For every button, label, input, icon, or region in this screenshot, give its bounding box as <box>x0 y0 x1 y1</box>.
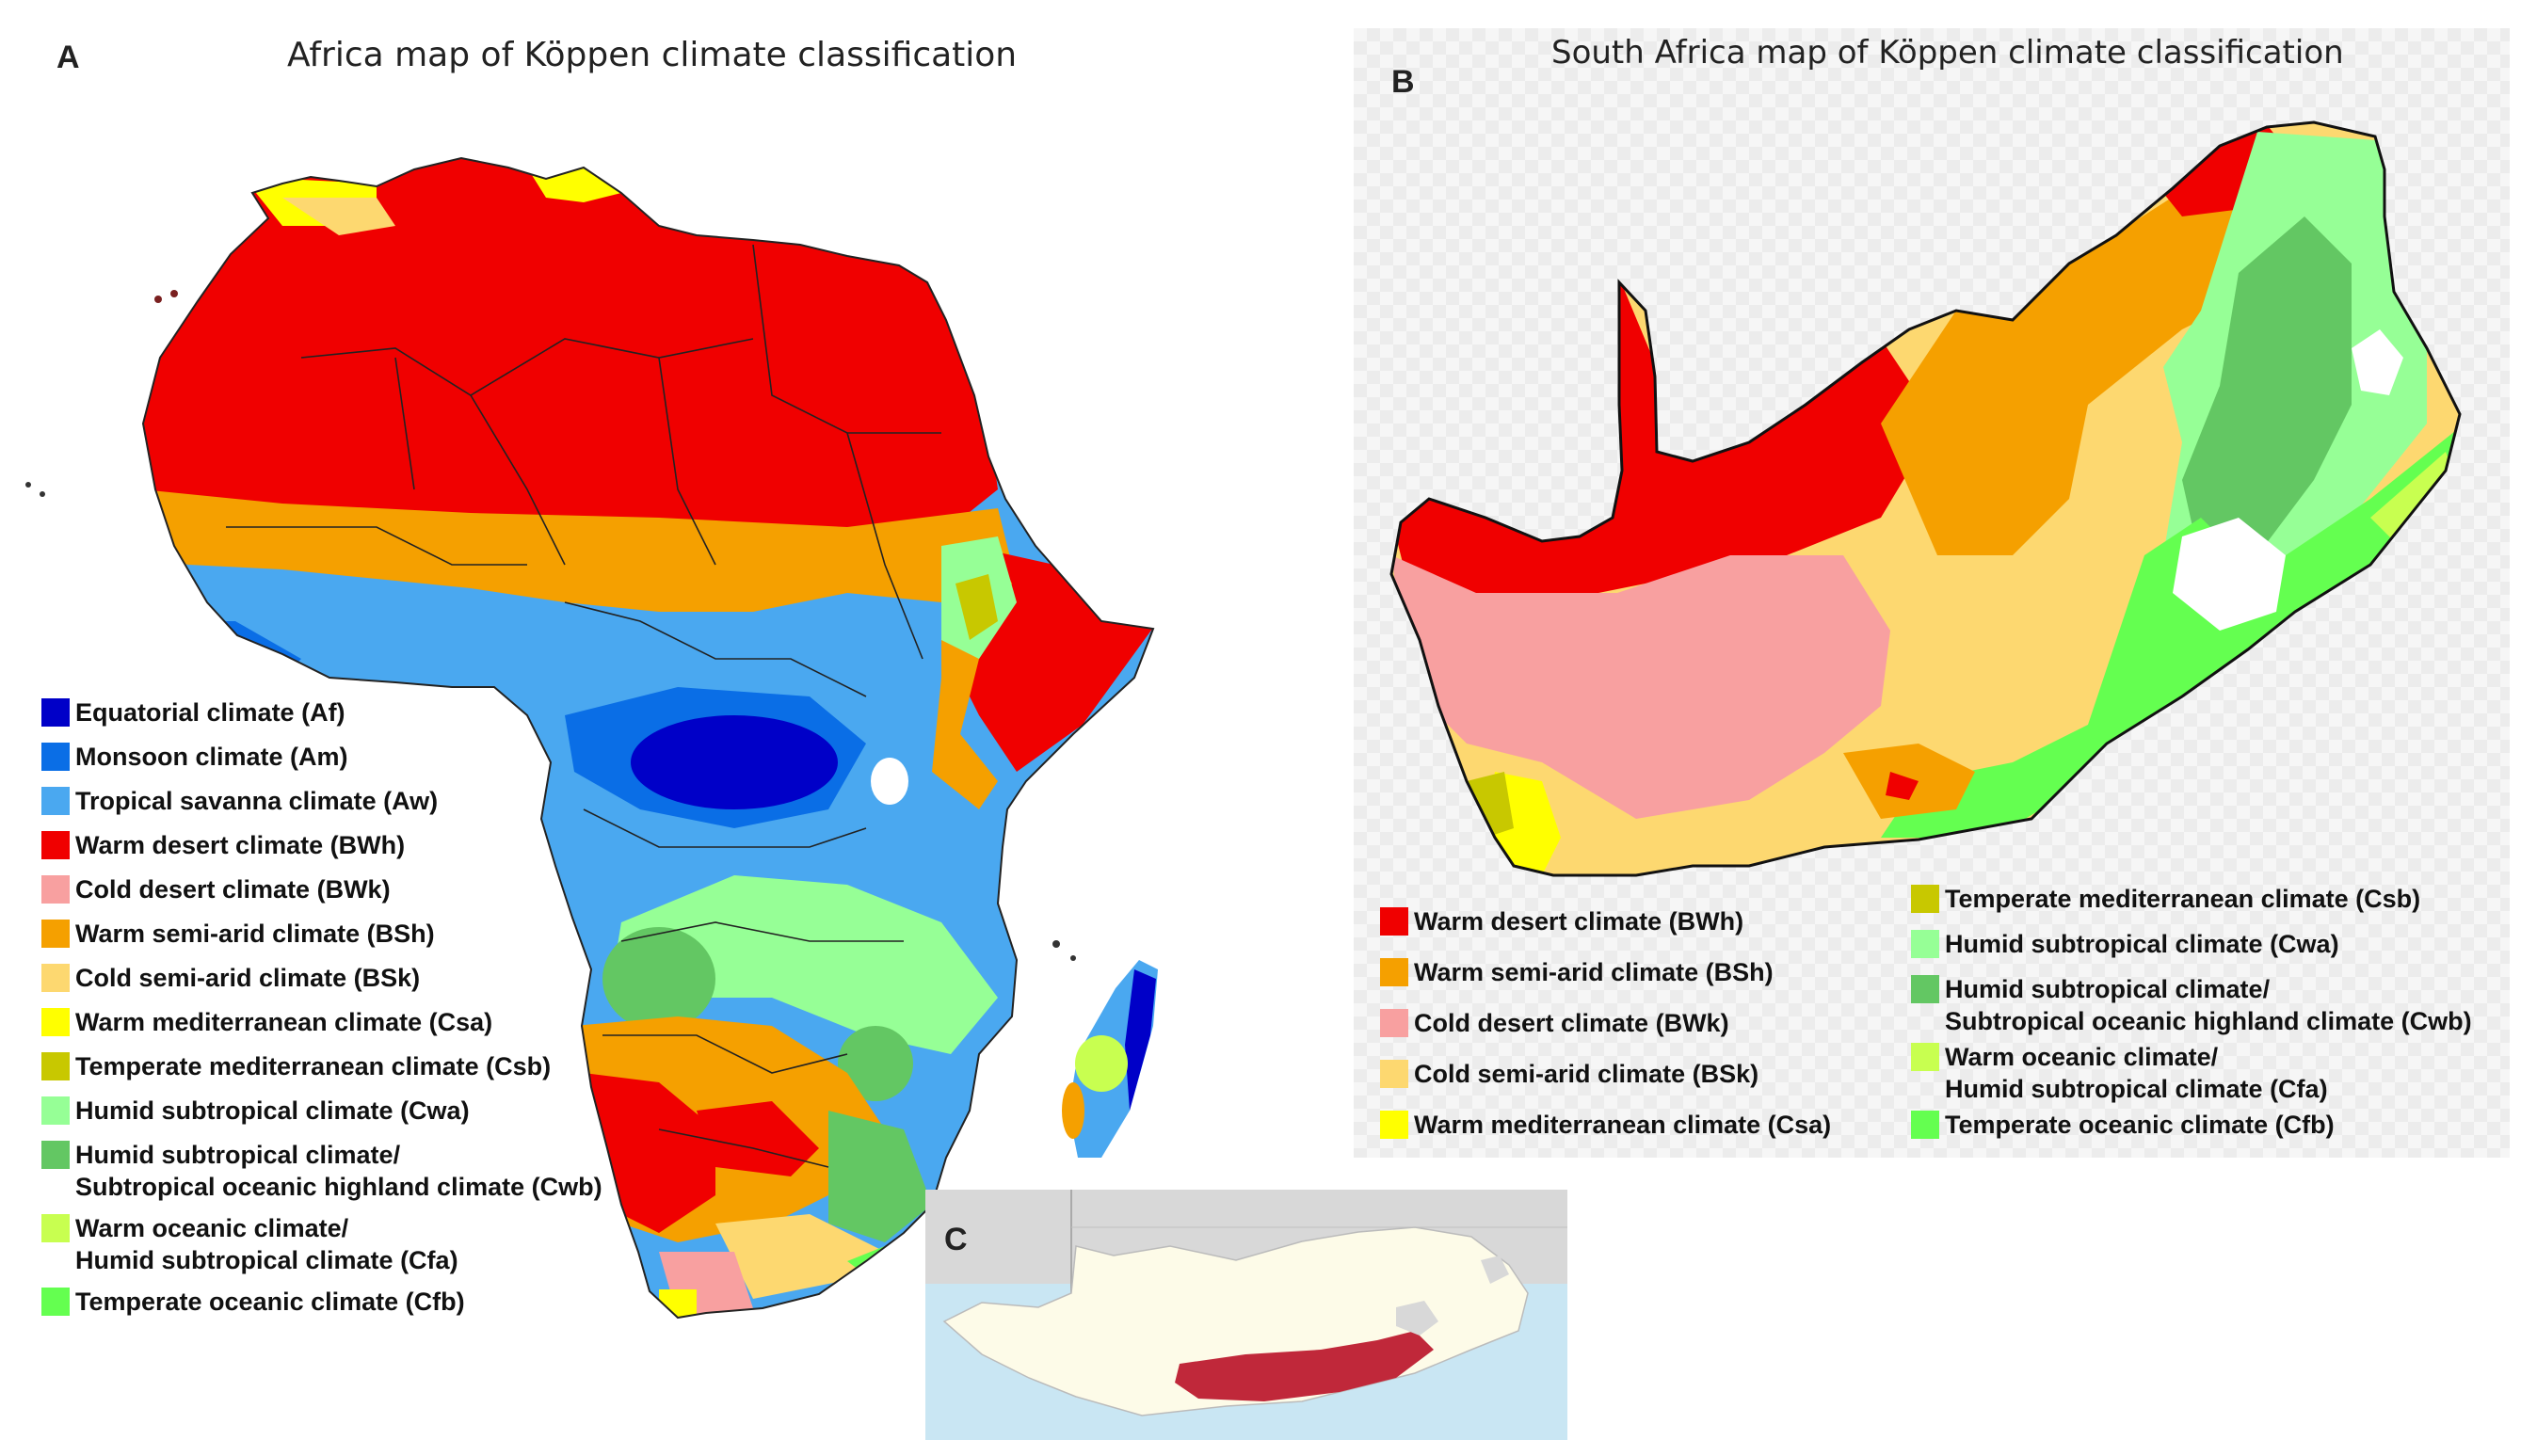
legend-item: Warm desert climate (BWh) <box>41 829 602 873</box>
panel-a-title: Africa map of Köppen climate classificat… <box>287 36 1018 74</box>
panel-a-letter: A <box>56 40 80 75</box>
legend-label: Cold desert climate (BWk) <box>75 875 391 904</box>
legend-swatch <box>41 920 70 948</box>
inset-map-svg <box>925 1190 1567 1416</box>
legend-label: Warm semi-arid climate (BSh) <box>1414 958 1774 986</box>
legend-swatch <box>1911 885 1939 913</box>
legend-item: Monsoon climate (Am) <box>41 741 602 785</box>
legend-swatch <box>41 1052 70 1080</box>
legend-swatch <box>41 743 70 771</box>
legend-label: Monsoon climate (Am) <box>75 743 348 771</box>
legend-item: Humid subtropical climate/Subtropical oc… <box>41 1139 602 1212</box>
legend-label: Tropical savanna climate (Aw) <box>75 787 439 815</box>
panel-b-letter: B <box>1391 64 1415 100</box>
legend-item: Humid subtropical climate (Cwa) <box>1911 928 2472 973</box>
legend-item: Cold semi-arid climate (BSk) <box>1380 1058 1831 1109</box>
legend-item: Humid subtropical climate/Subtropical oc… <box>1911 973 2472 1041</box>
legend-item: Tropical savanna climate (Aw) <box>41 785 602 829</box>
legend-item: Temperate mediterranean climate (Csb) <box>41 1050 602 1095</box>
legend-item: Warm oceanic climate/Humid subtropical c… <box>41 1212 602 1286</box>
legend-item: Warm mediterranean climate (Csa) <box>41 1006 602 1050</box>
legend-swatch <box>1380 1111 1408 1139</box>
legend-b-right: Temperate mediterranean climate (Csb) Hu… <box>1911 883 2472 1154</box>
legend-label: Temperate mediterranean climate (Csb) <box>75 1052 552 1080</box>
legend-label: Warm oceanic climate/Humid subtropical c… <box>1945 1043 2328 1103</box>
legend-label: Warm mediterranean climate (Csa) <box>1414 1111 1832 1139</box>
legend-swatch <box>41 787 70 815</box>
inset-location-map <box>925 1190 1567 1440</box>
legend-swatch <box>1911 1111 1939 1139</box>
legend-label: Humid subtropical climate (Cwa) <box>1945 930 2339 958</box>
legend-swatch <box>1911 930 1939 958</box>
legend-swatch <box>41 1288 70 1316</box>
legend-label: Warm desert climate (BWh) <box>75 831 406 859</box>
legend-swatch <box>1380 1060 1408 1088</box>
legend-swatch <box>41 875 70 904</box>
legend-swatch <box>1380 907 1408 936</box>
panel-b-title: South Africa map of Köppen climate class… <box>1551 34 2344 72</box>
legend-b-left: Warm desert climate (BWh) Warm semi-arid… <box>1380 905 1831 1160</box>
south-africa-climate-map <box>1389 120 2462 877</box>
legend-label: Warm semi-arid climate (BSh) <box>75 920 435 948</box>
legend-swatch <box>41 1214 70 1242</box>
legend-label: Temperate oceanic climate (Cfb) <box>75 1288 465 1316</box>
legend-swatch <box>41 1096 70 1125</box>
legend-label: Warm oceanic climate/Humid subtropical c… <box>75 1214 458 1274</box>
legend-swatch <box>1380 1009 1408 1037</box>
legend-item: Humid subtropical climate (Cwa) <box>41 1095 602 1139</box>
legend-swatch <box>41 964 70 992</box>
legend-item: Warm semi-arid climate (BSh) <box>41 918 602 962</box>
legend-a: Equatorial climate (Af) Monsoon climate … <box>41 696 602 1330</box>
legend-label: Equatorial climate (Af) <box>75 698 345 727</box>
legend-item: Warm mediterranean climate (Csa) <box>1380 1109 1831 1160</box>
legend-label: Temperate oceanic climate (Cfb) <box>1945 1111 2335 1139</box>
legend-label: Cold semi-arid climate (BSk) <box>1414 1060 1759 1088</box>
legend-label: Humid subtropical climate/Subtropical oc… <box>1945 975 2472 1035</box>
legend-item: Warm desert climate (BWh) <box>1380 905 1831 956</box>
legend-item: Warm oceanic climate/Humid subtropical c… <box>1911 1041 2472 1109</box>
legend-item: Temperate mediterranean climate (Csb) <box>1911 883 2472 928</box>
legend-swatch <box>41 698 70 727</box>
legend-label: Warm mediterranean climate (Csa) <box>75 1008 493 1036</box>
legend-item: Cold desert climate (BWk) <box>1380 1007 1831 1058</box>
legend-item: Temperate oceanic climate (Cfb) <box>1911 1109 2472 1154</box>
legend-swatch <box>1380 958 1408 986</box>
legend-swatch <box>41 1141 70 1169</box>
legend-label: Cold desert climate (BWk) <box>1414 1009 1729 1037</box>
legend-swatch <box>1911 975 1939 1003</box>
legend-item: Temperate oceanic climate (Cfb) <box>41 1286 602 1330</box>
legend-swatch <box>41 831 70 859</box>
legend-label: Warm desert climate (BWh) <box>1414 907 1744 936</box>
legend-label: Humid subtropical climate (Cwa) <box>75 1096 470 1125</box>
legend-swatch <box>41 1008 70 1036</box>
africa-climate-map <box>25 156 1158 1320</box>
panel-c-letter: C <box>944 1222 968 1257</box>
legend-label: Cold semi-arid climate (BSk) <box>75 964 421 992</box>
legend-item: Warm semi-arid climate (BSh) <box>1380 956 1831 1007</box>
legend-label: Temperate mediterranean climate (Csb) <box>1945 885 2421 913</box>
legend-swatch <box>1911 1043 1939 1071</box>
legend-item: Cold semi-arid climate (BSk) <box>41 962 602 1006</box>
legend-item: Cold desert climate (BWk) <box>41 873 602 918</box>
legend-item: Equatorial climate (Af) <box>41 696 602 741</box>
legend-label: Humid subtropical climate/Subtropical oc… <box>75 1141 602 1201</box>
